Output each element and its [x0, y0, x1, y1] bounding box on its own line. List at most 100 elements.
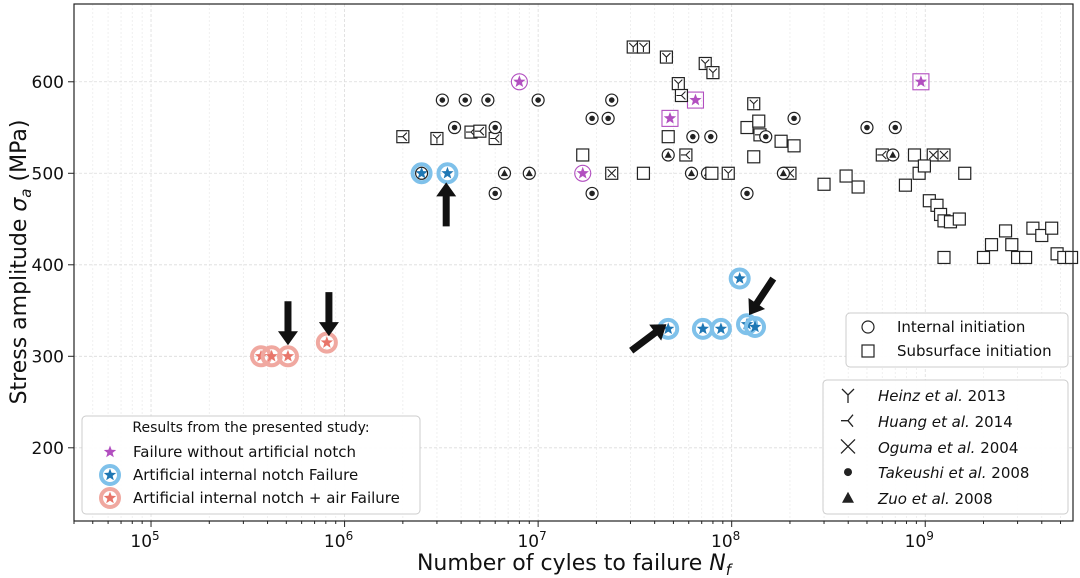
point-s4-0 — [396, 130, 410, 144]
point-s9-0 — [576, 148, 590, 162]
point-s8-0 — [414, 166, 429, 180]
legend-study-label-0: Failure without artificial notch — [133, 443, 356, 461]
x-tick-label-3: 108 — [711, 529, 740, 552]
point-s9-29 — [1018, 250, 1033, 265]
point-s6-10 — [787, 111, 801, 125]
axis-ticks: 200 300 400 500 600 105 106 107 108 109 — [32, 73, 1062, 552]
point-s6-0 — [435, 93, 449, 107]
legend-ref-oguma: Oguma et al. 2004 — [878, 439, 1018, 457]
point-s4-3 — [674, 88, 689, 103]
point-s7-1 — [522, 166, 536, 180]
point-s7-2 — [661, 148, 675, 162]
point-s6-7 — [585, 111, 599, 125]
annotation-arrows — [277, 182, 777, 354]
point-s9-25 — [984, 238, 999, 252]
x-axis-label: Number of cyles to failure Nf — [417, 551, 734, 578]
point-s0-0 — [510, 73, 528, 91]
point-s7-0 — [497, 166, 512, 180]
legend-init-marker-1 — [861, 344, 875, 358]
point-s9-12 — [898, 178, 913, 192]
point-s6-1 — [458, 93, 472, 107]
point-s0-4 — [912, 73, 930, 91]
point-s6-11 — [686, 130, 700, 144]
point-s9-5 — [752, 114, 766, 128]
legend-study: Results from the presented study: Failur… — [81, 415, 421, 515]
legend-init-marker-0 — [861, 320, 875, 334]
arrow-3 — [629, 324, 667, 354]
legend-ref-takeushi: Takeushi et al. 2008 — [878, 464, 1029, 482]
point-s9-7 — [774, 134, 788, 148]
y-axis-label: Stress amplitude σa (MPa) — [7, 120, 35, 405]
legend-ref-marker-3 — [844, 468, 852, 477]
x-tick-label-1: 106 — [324, 529, 353, 552]
legend-ref-marker-2 — [840, 438, 856, 454]
y-tick-label-2: 400 — [32, 256, 64, 276]
x-tick-label-0: 105 — [130, 529, 159, 552]
point-s9-6 — [747, 150, 761, 164]
y-tick-label-1: 300 — [32, 347, 64, 367]
point-s3-5 — [671, 77, 685, 91]
legend-ref-zuo: Zuo et al. 2008 — [877, 490, 993, 508]
legend-ref-heinz: Heinz et al. 2013 — [878, 387, 1006, 405]
point-s9-9 — [817, 177, 831, 191]
legend-study-label-2: Artificial internal notch + air Failure — [133, 489, 400, 507]
legend-ref-marker-1 — [841, 414, 854, 428]
point-s9-10 — [839, 169, 853, 183]
point-s3-2 — [659, 50, 674, 64]
x-tick-label-2: 107 — [517, 529, 546, 552]
point-s3-4 — [706, 66, 720, 80]
point-s4-4 — [679, 148, 693, 162]
point-s3-1 — [636, 40, 651, 54]
arrow-4 — [748, 276, 777, 316]
point-s6-13 — [860, 120, 874, 135]
point-s9-8 — [787, 139, 801, 153]
point-s6-3 — [531, 93, 545, 107]
point-s9-2 — [661, 130, 675, 144]
legend-study-marker-0 — [103, 445, 117, 458]
point-s1-4 — [709, 317, 732, 340]
point-s5-3 — [937, 148, 951, 162]
point-s3-6 — [747, 97, 761, 111]
point-s1-5 — [728, 267, 751, 290]
y-tick-label-4: 600 — [32, 73, 64, 93]
point-s3-8 — [721, 166, 735, 180]
point-s6-12 — [704, 130, 718, 144]
point-s5-2 — [926, 148, 940, 162]
legend-study-marker-2 — [99, 487, 121, 509]
point-s9-31 — [1035, 228, 1049, 243]
point-s6-2 — [481, 93, 495, 107]
point-s6-4 — [605, 93, 619, 107]
point-s7-3 — [684, 166, 699, 180]
point-s1-0 — [410, 162, 433, 185]
point-s4-2 — [488, 131, 502, 146]
point-s9-1 — [636, 166, 651, 180]
point-s6-6 — [488, 120, 502, 135]
point-s9-21 — [952, 212, 966, 226]
arrow-1 — [277, 301, 298, 346]
point-s6-5 — [447, 120, 462, 135]
legend-subsurface-label: Subsurface initiation — [897, 342, 1052, 360]
arrow-0 — [436, 182, 457, 227]
point-s2-3 — [315, 331, 338, 354]
point-s0-1 — [574, 164, 592, 182]
point-s7-6 — [886, 148, 900, 162]
point-s0-3 — [686, 91, 705, 109]
point-s1-3 — [691, 317, 714, 340]
point-s6-17 — [740, 186, 754, 201]
legend-study-marker-1 — [99, 464, 121, 486]
point-s9-23 — [937, 250, 951, 265]
point-s9-15 — [917, 159, 931, 173]
legend-initiation: Internal initiation Subsurface initiatio… — [845, 312, 1069, 368]
plot-frame — [73, 3, 1074, 522]
point-s9-4 — [740, 120, 754, 135]
point-s9-22 — [958, 166, 972, 180]
point-s6-15 — [488, 186, 502, 201]
point-s9-35 — [1064, 250, 1079, 265]
point-s6-16 — [585, 186, 599, 201]
legend-ref-marker-4 — [842, 491, 854, 503]
point-s9-26 — [998, 224, 1013, 238]
legend-internal-label: Internal initiation — [897, 318, 1025, 336]
point-s9-27 — [1005, 238, 1019, 252]
legend-ref-huang: Huang et al. 2014 — [878, 413, 1013, 431]
